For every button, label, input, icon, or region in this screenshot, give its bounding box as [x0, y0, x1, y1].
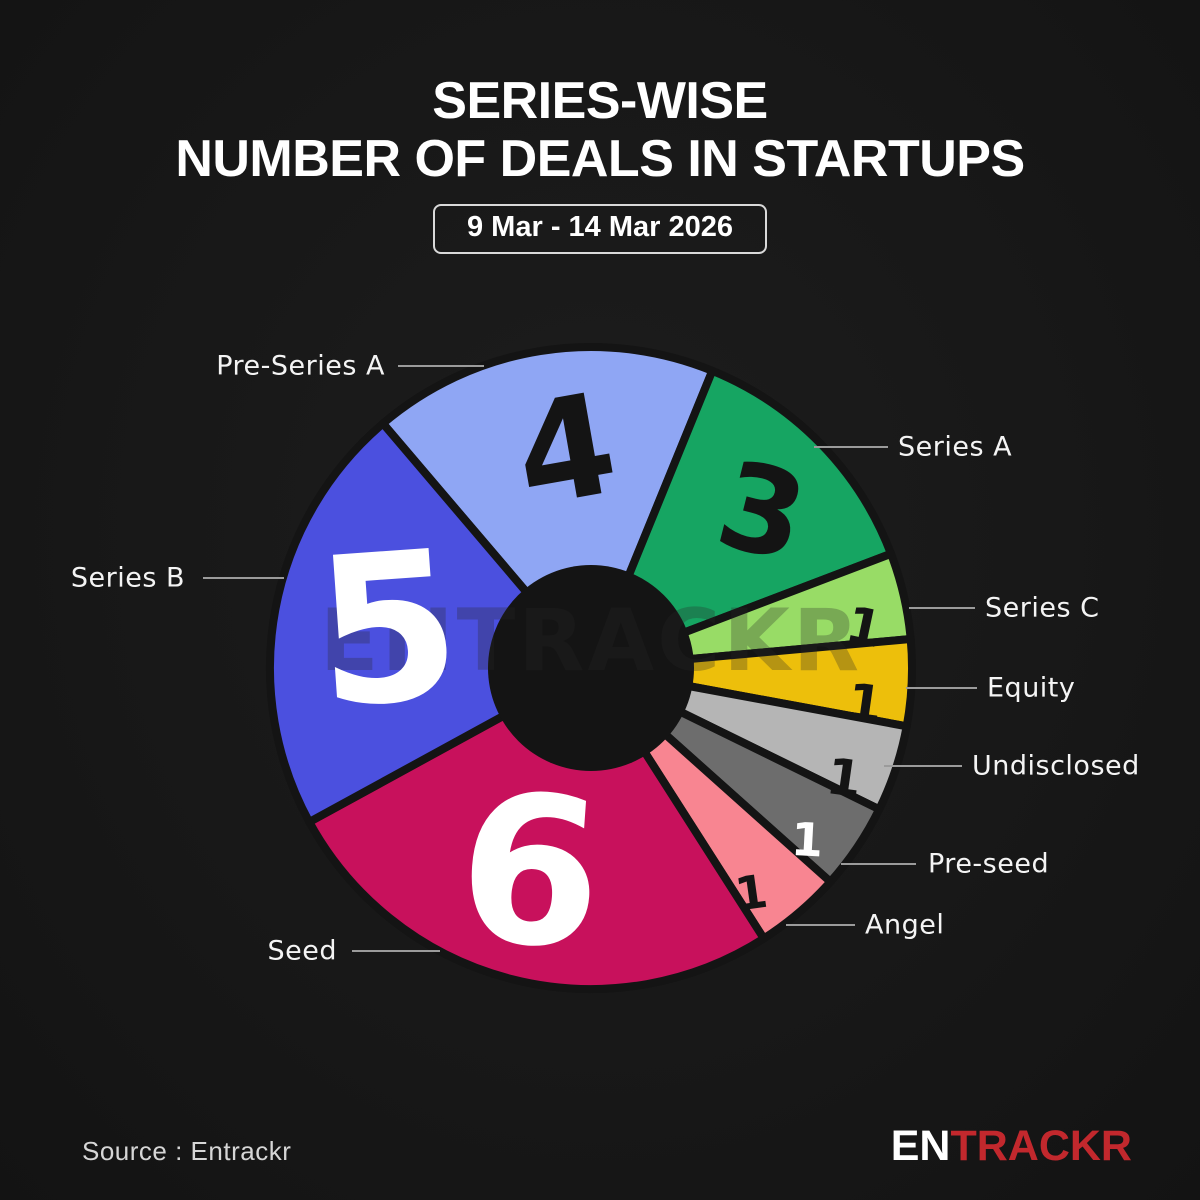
category-label-seed: Seed — [268, 936, 338, 967]
category-label-series-a: Series A — [898, 432, 1012, 463]
category-label-angel: Angel — [865, 910, 944, 941]
slice-value-pre-seed: 1 — [790, 812, 825, 868]
title-line-1: SERIES-WISE — [432, 72, 768, 130]
title-line-2: NUMBER OF DEALS IN STARTUPS — [175, 130, 1025, 189]
entrackr-watermark: ENTRACKR — [320, 591, 862, 691]
category-label-pre-seed: Pre-seed — [928, 849, 1049, 880]
slice-value-seed: 6 — [451, 749, 610, 996]
page-title: SERIES-WISE NUMBER OF DEALS IN STARTUPS — [0, 72, 1200, 188]
header: SERIES-WISE NUMBER OF DEALS IN STARTUPS … — [0, 0, 1200, 255]
category-label-undisclosed: Undisclosed — [972, 751, 1140, 782]
donut-hole — [488, 565, 694, 771]
logo-text-en: EN — [890, 1122, 951, 1170]
pie-slice-pre-series-a — [379, 343, 717, 672]
pie-slice-seed — [305, 664, 768, 993]
date-range-badge: 9 Mar - 14 Mar 2026 — [433, 204, 767, 255]
logo-text-trackr: TRACKR — [950, 1122, 1132, 1170]
pie-slice-series-b — [265, 419, 595, 826]
slice-value-angel: 1 — [732, 864, 771, 922]
source-credit: Source : Entrackr — [82, 1136, 292, 1166]
slice-value-equity: 1 — [844, 672, 887, 734]
slice-value-series-b: 5 — [309, 507, 468, 754]
category-label-equity: Equity — [987, 673, 1075, 704]
category-label-series-c: Series C — [985, 593, 1099, 624]
category-label-series-b: Series B — [71, 563, 185, 594]
category-label-pre-series-a: Pre-Series A — [216, 351, 385, 382]
pie-slice-series-a — [587, 366, 895, 672]
entrackr-logo: ENTRACKR — [891, 1122, 1132, 1171]
slice-value-undisclosed: 1 — [823, 747, 866, 809]
